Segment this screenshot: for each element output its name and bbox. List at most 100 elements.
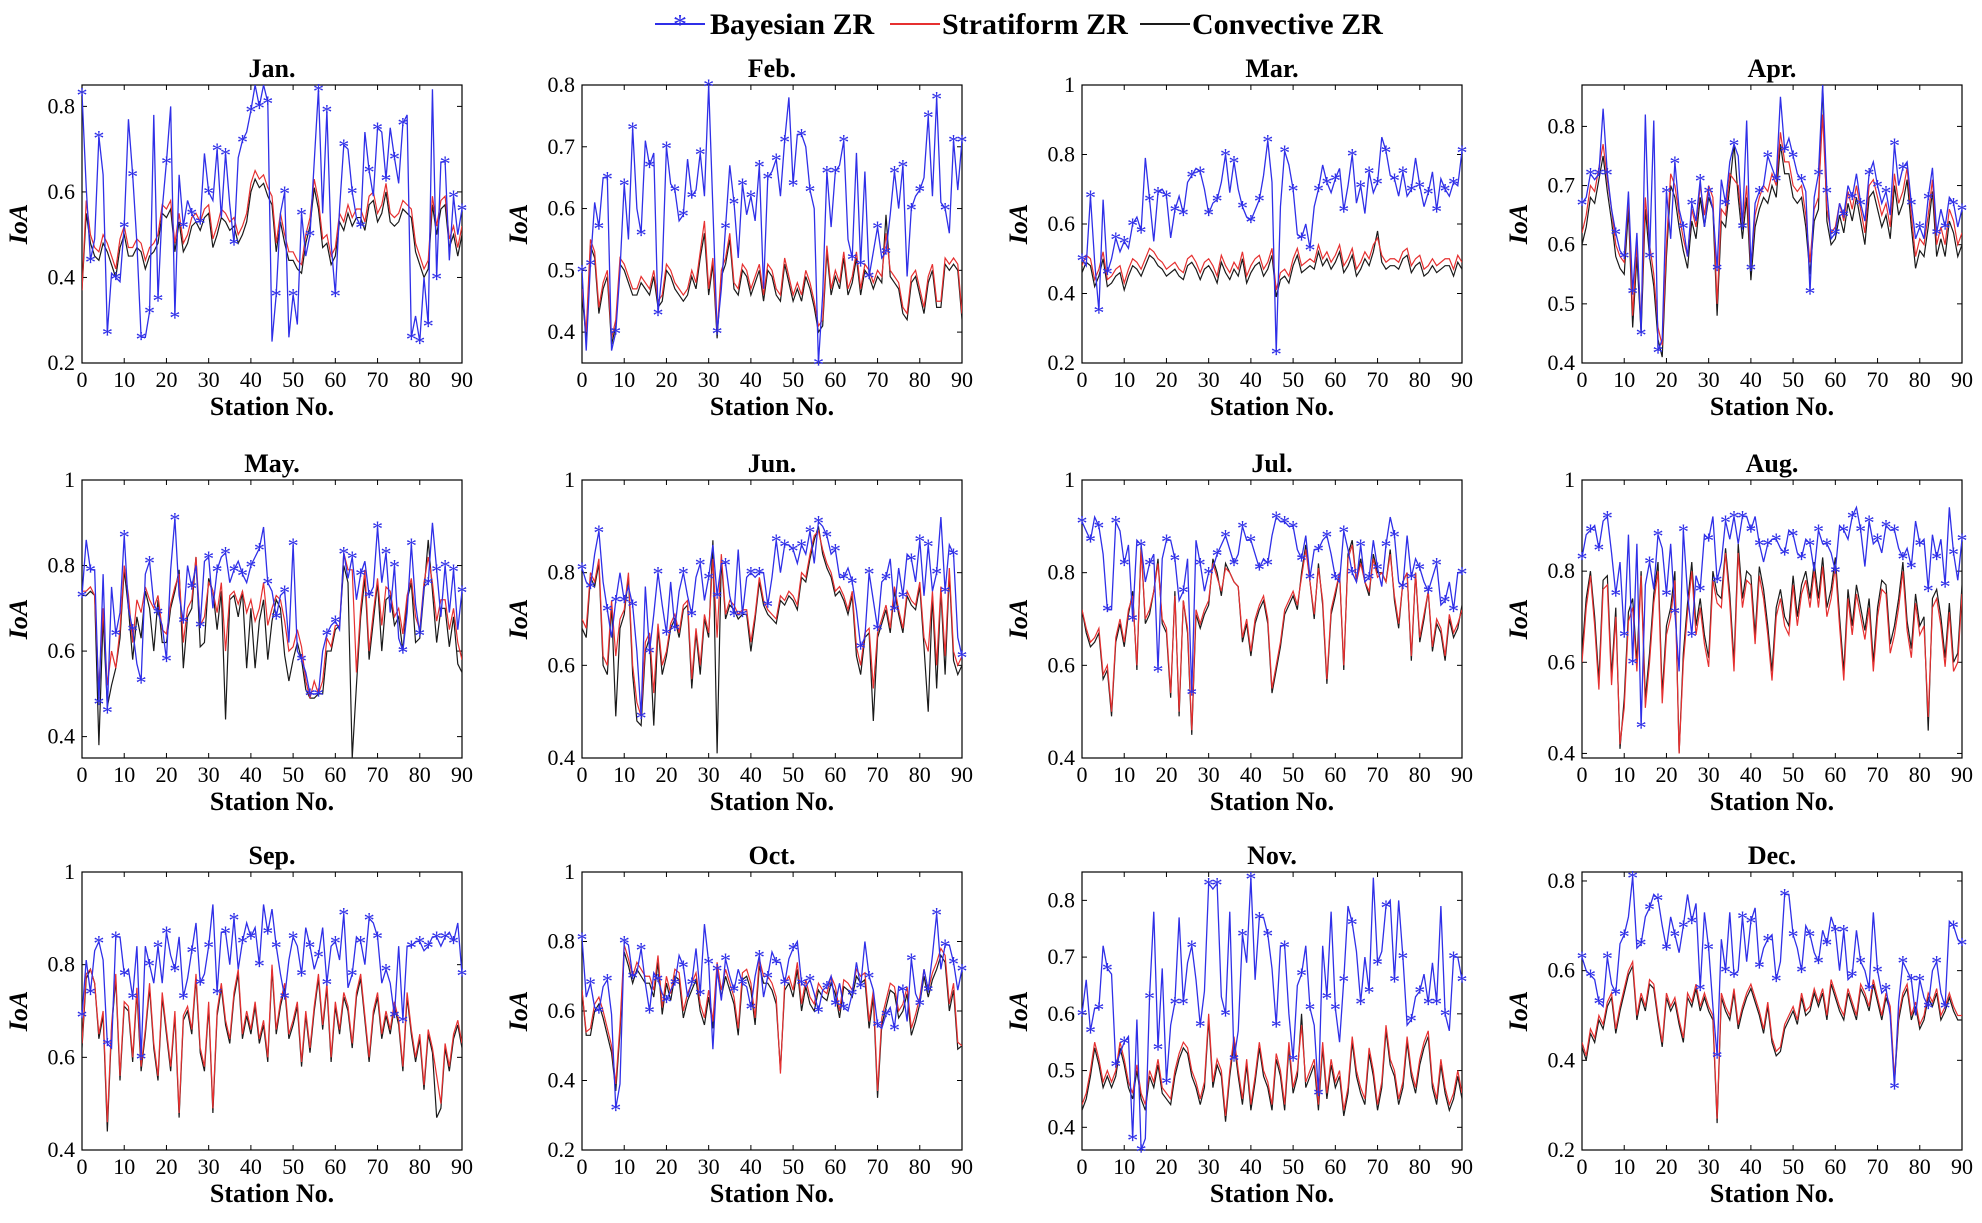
data-point-bayesian: *	[1914, 969, 1925, 994]
data-point-bayesian: *	[457, 198, 468, 223]
data-point-bayesian: *	[93, 931, 104, 956]
data-point-bayesian: *	[1136, 534, 1147, 559]
y-tick-label: 0.8	[1548, 558, 1576, 583]
data-point-bayesian: *	[1602, 946, 1613, 971]
data-point-bayesian: *	[338, 134, 349, 159]
data-point-bayesian: *	[813, 1000, 824, 1025]
x-tick-label: 70	[1367, 367, 1389, 392]
legend-label-convective: Convective ZR	[1192, 8, 1383, 41]
y-tick-label: 0.4	[48, 264, 76, 289]
data-point-bayesian: *	[305, 683, 316, 708]
data-point-bayesian: *	[1610, 222, 1621, 247]
y-tick-label: 1	[1564, 467, 1575, 492]
series-line-stratiform	[1582, 959, 1962, 1119]
data-point-bayesian: *	[813, 352, 824, 377]
data-point-bayesian: *	[1593, 163, 1604, 188]
data-point-bayesian: *	[897, 979, 908, 1004]
y-axis-label: IoA	[4, 599, 33, 640]
data-point-bayesian: *	[1296, 227, 1307, 252]
data-point-bayesian: *	[229, 232, 240, 257]
data-point-bayesian: *	[627, 965, 638, 990]
data-point-bayesian: *	[1397, 161, 1408, 186]
data-point-bayesian: *	[1737, 906, 1748, 931]
data-point-bayesian: *	[77, 1005, 88, 1030]
data-point-bayesian: *	[1712, 1045, 1723, 1070]
x-tick-label: 10	[113, 367, 135, 392]
data-point-bayesian: *	[619, 589, 630, 614]
x-tick-label: 80	[1909, 1154, 1931, 1179]
data-point-bayesian: *	[1644, 246, 1655, 271]
data-point-bayesian: *	[153, 602, 164, 627]
data-point-bayesian: *	[1940, 574, 1951, 599]
data-point-bayesian: *	[1695, 978, 1706, 1003]
data-point-bayesian: *	[321, 972, 332, 997]
data-point-bayesian: *	[1195, 552, 1206, 577]
data-point-bayesian: *	[1440, 589, 1451, 614]
data-point-bayesian: *	[1931, 951, 1942, 976]
x-tick-label: 90	[951, 1154, 973, 1179]
data-point-bayesian: *	[1855, 192, 1866, 217]
y-tick-label: 0.8	[48, 952, 76, 977]
data-point-bayesian: *	[1203, 562, 1214, 587]
y-tick-label: 0.6	[548, 652, 576, 677]
data-point-bayesian: *	[1745, 519, 1756, 544]
data-point-bayesian: *	[1144, 189, 1155, 214]
data-point-bayesian: *	[1355, 534, 1366, 559]
x-tick-label: 10	[613, 762, 635, 787]
panel-title: Nov.	[1247, 841, 1297, 870]
data-point-bayesian: *	[321, 623, 332, 648]
data-point-bayesian: *	[1279, 140, 1290, 165]
data-point-bayesian: *	[1254, 189, 1265, 214]
data-point-bayesian: *	[897, 154, 908, 179]
panel-sep: Sep. 0 10 20 30 40 50 60 70 80 90 0.4 0.6 0.8 1 Station…	[4, 841, 473, 1208]
data-point-bayesian: *	[440, 926, 451, 951]
data-point-bayesian: *	[1245, 210, 1256, 235]
data-point-bayesian: *	[1948, 542, 1959, 567]
x-tick-label: 50	[1782, 367, 1804, 392]
data-point-bayesian: *	[1203, 872, 1214, 897]
x-tick-label: 80	[1909, 762, 1931, 787]
data-point-bayesian: *	[720, 216, 731, 241]
data-point-bayesian: *	[271, 606, 282, 631]
series-line-bayesian	[82, 518, 462, 711]
data-point-bayesian: *	[85, 559, 96, 584]
data-point-bayesian: *	[102, 1032, 113, 1057]
data-point-bayesian: *	[1406, 178, 1417, 203]
data-point-bayesian: *	[1678, 519, 1689, 544]
data-point-bayesian: *	[847, 983, 858, 1008]
y-tick-label: 0.7	[1048, 944, 1076, 969]
panel-may: May. 0 10 20 30 40 50 60 70 80 90 0.4 0.6 0.8 1 Station…	[4, 449, 473, 816]
x-tick-label: 70	[1867, 367, 1889, 392]
y-tick-label: 0.8	[548, 72, 576, 97]
x-tick-label: 40	[1740, 1154, 1762, 1179]
panel-apr: Apr. 0 10 20 30 40 50 60 70 80 90 0.4 0.5 0.6 0.7 0.8 St…	[1504, 54, 1973, 421]
data-point-bayesian: *	[313, 78, 324, 103]
data-point-bayesian: *	[1414, 980, 1425, 1005]
data-point-bayesian: *	[889, 599, 900, 624]
data-point-bayesian: *	[1914, 216, 1925, 241]
data-point-bayesian: *	[1085, 1020, 1096, 1045]
data-point-bayesian: *	[1271, 1014, 1282, 1039]
data-point-bayesian: *	[1745, 910, 1756, 935]
data-point-bayesian: *	[1729, 505, 1740, 530]
x-tick-label: 90	[1451, 367, 1473, 392]
data-point-bayesian: *	[957, 958, 968, 983]
data-point-bayesian: *	[619, 173, 630, 198]
x-tick-label: 10	[613, 367, 635, 392]
y-tick-label: 0.4	[1548, 740, 1576, 765]
data-point-bayesian: *	[644, 1000, 655, 1025]
data-point-bayesian: *	[212, 559, 223, 584]
data-point-bayesian: *	[1762, 928, 1773, 953]
data-point-bayesian: *	[1957, 198, 1968, 223]
y-tick-label: 0.8	[1048, 560, 1076, 585]
data-point-bayesian: *	[169, 305, 180, 330]
data-point-bayesian: *	[1423, 991, 1434, 1016]
data-point-bayesian: *	[1321, 525, 1332, 550]
data-point-bayesian: *	[1771, 969, 1782, 994]
y-tick-label: 0.2	[48, 350, 76, 375]
data-point-bayesian: *	[1102, 599, 1113, 624]
x-tick-label: 40	[240, 367, 262, 392]
x-tick-label: 10	[113, 762, 135, 787]
panel-title: Oct.	[749, 841, 796, 870]
y-tick-label: 1	[564, 467, 575, 492]
